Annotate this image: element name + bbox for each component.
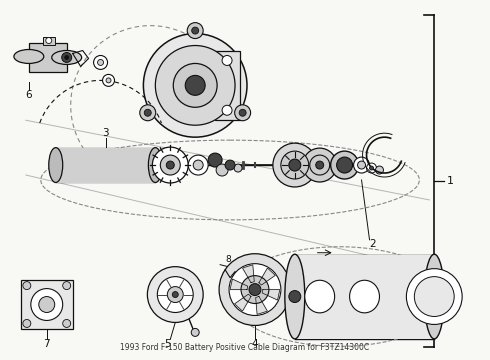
Polygon shape [243, 265, 254, 283]
Circle shape [167, 287, 183, 302]
Ellipse shape [52, 50, 82, 64]
Circle shape [23, 282, 31, 289]
Circle shape [46, 37, 52, 44]
Circle shape [39, 297, 55, 312]
Circle shape [185, 75, 205, 95]
Circle shape [358, 161, 366, 169]
Circle shape [144, 33, 247, 137]
Circle shape [94, 55, 107, 69]
Circle shape [369, 166, 373, 170]
Polygon shape [256, 297, 268, 314]
Circle shape [152, 147, 188, 183]
Text: 1: 1 [447, 176, 454, 186]
Bar [29, 42, 67, 72]
Circle shape [102, 75, 115, 86]
Circle shape [406, 269, 462, 324]
Circle shape [241, 276, 269, 303]
Text: 1993 Ford F-150 Battery Positive Cable Diagram for F3TZ14300C: 1993 Ford F-150 Battery Positive Cable D… [121, 343, 369, 352]
Text: 8: 8 [225, 255, 231, 264]
Text: 4: 4 [252, 339, 258, 349]
Circle shape [337, 157, 353, 173]
Circle shape [31, 289, 63, 320]
Polygon shape [262, 289, 280, 300]
Circle shape [234, 164, 242, 172]
Circle shape [65, 55, 69, 59]
Ellipse shape [424, 254, 444, 339]
Text: 2: 2 [369, 239, 376, 249]
Circle shape [229, 264, 281, 315]
Circle shape [208, 153, 222, 167]
Ellipse shape [305, 280, 335, 313]
Circle shape [289, 159, 301, 171]
Circle shape [62, 53, 72, 62]
Circle shape [187, 23, 203, 39]
Circle shape [106, 78, 111, 83]
Circle shape [147, 267, 203, 323]
Polygon shape [259, 268, 275, 285]
Bar [21, 280, 73, 329]
Text: 6: 6 [25, 90, 32, 100]
Circle shape [98, 59, 103, 66]
Text: 5: 5 [164, 339, 171, 349]
Circle shape [191, 328, 199, 336]
Circle shape [239, 109, 246, 116]
Ellipse shape [285, 254, 305, 339]
Bar [215, 50, 240, 120]
Ellipse shape [49, 148, 63, 183]
Circle shape [63, 319, 71, 328]
Circle shape [222, 105, 232, 115]
Circle shape [222, 55, 232, 66]
Circle shape [273, 143, 317, 187]
Circle shape [225, 160, 235, 170]
Text: 3: 3 [102, 128, 109, 138]
Circle shape [249, 284, 261, 296]
Circle shape [216, 164, 228, 176]
Circle shape [172, 292, 178, 298]
Circle shape [173, 63, 217, 107]
Bar [56, 148, 155, 183]
Text: 7: 7 [44, 339, 50, 349]
Circle shape [63, 282, 71, 289]
Bar [295, 255, 434, 339]
Circle shape [155, 45, 235, 125]
Ellipse shape [14, 50, 44, 63]
Circle shape [160, 155, 180, 175]
Circle shape [140, 105, 156, 121]
Ellipse shape [349, 280, 379, 313]
Polygon shape [235, 294, 251, 311]
Circle shape [415, 276, 454, 316]
Circle shape [354, 157, 369, 173]
Circle shape [144, 109, 151, 116]
Circle shape [310, 155, 330, 175]
Circle shape [193, 160, 203, 170]
Circle shape [303, 148, 337, 182]
Circle shape [192, 27, 198, 34]
Circle shape [281, 151, 309, 179]
Bar [43, 37, 55, 45]
Circle shape [166, 161, 174, 169]
Ellipse shape [148, 148, 162, 183]
Circle shape [375, 166, 384, 174]
Circle shape [219, 254, 291, 325]
Circle shape [235, 105, 250, 121]
Circle shape [188, 155, 208, 175]
Circle shape [331, 151, 359, 179]
Polygon shape [230, 279, 248, 289]
Circle shape [289, 291, 301, 302]
Circle shape [367, 163, 376, 173]
Circle shape [157, 276, 193, 312]
Circle shape [316, 161, 324, 169]
Circle shape [23, 319, 31, 328]
